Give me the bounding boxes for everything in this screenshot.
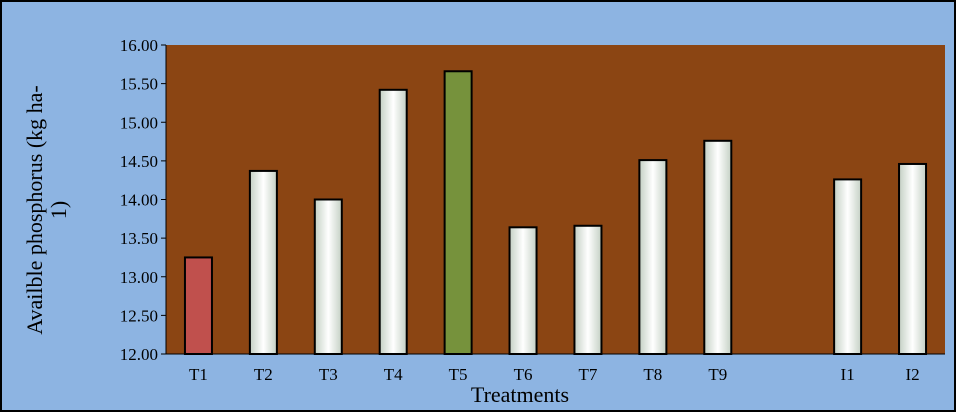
y-tick-label: 15.00 <box>120 113 158 132</box>
x-tick-label-t9: T9 <box>708 365 727 384</box>
y-axis-title: Availble phosphorus (kg ha- 1) <box>22 85 71 335</box>
bar-t9 <box>703 139 733 355</box>
x-axis-ticks: T1 T2 T3 T4 T5 T6 T7 T8 T9 I1 I2 <box>189 365 920 384</box>
bars-group <box>183 70 928 356</box>
bar-t3 <box>313 198 343 355</box>
bar-i2 <box>898 162 928 355</box>
x-tick-label-t2: T2 <box>254 365 273 384</box>
bar-t2 <box>248 169 278 355</box>
y-tick-label: 12.00 <box>120 345 158 364</box>
x-tick-label-t3: T3 <box>319 365 338 384</box>
y-axis-title-line2: 1) <box>46 201 71 219</box>
bar-t7 <box>573 224 603 355</box>
x-tick-label-t6: T6 <box>514 365 533 384</box>
x-tick-label-t4: T4 <box>384 365 403 384</box>
bar-t4 <box>378 88 408 356</box>
bar-t5 <box>443 70 473 355</box>
y-tick-label: 13.50 <box>120 229 158 248</box>
y-tick-label: 14.50 <box>120 152 158 171</box>
x-tick-label-t1: T1 <box>189 365 208 384</box>
y-tick-label: 15.50 <box>120 75 158 94</box>
plot-area <box>166 45 945 354</box>
x-axis-title: Treatments <box>471 382 569 407</box>
y-tick-label: 12.50 <box>120 306 158 325</box>
bar-t8 <box>638 159 668 355</box>
bar-i1 <box>833 178 863 355</box>
bar-t1 <box>183 256 213 355</box>
bar-t6 <box>508 226 538 355</box>
y-tick-label: 14.00 <box>120 191 158 210</box>
y-axis-ticks: 12.00 12.50 13.00 13.50 14.00 14.50 15.00 15.50… <box>120 36 166 364</box>
x-tick-label-i2: I2 <box>905 365 919 384</box>
x-tick-label-t7: T7 <box>579 365 598 384</box>
y-axis-title-line1: Availble phosphorus (kg ha- <box>22 85 47 335</box>
y-tick-label: 13.00 <box>120 268 158 287</box>
y-tick-label: 16.00 <box>120 36 158 55</box>
x-tick-label-t8: T8 <box>643 365 662 384</box>
x-tick-label-i1: I1 <box>841 365 855 384</box>
x-tick-label-t5: T5 <box>449 365 468 384</box>
